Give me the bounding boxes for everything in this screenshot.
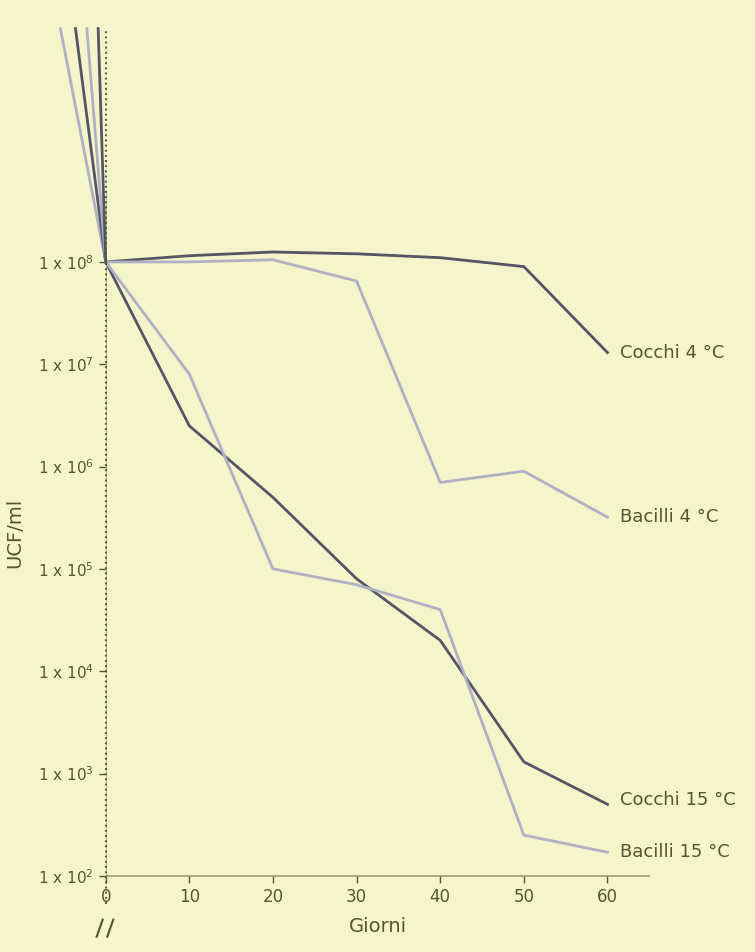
X-axis label: Giorni: Giorni	[349, 917, 406, 936]
Text: Cocchi 15 °C: Cocchi 15 °C	[620, 791, 736, 809]
Y-axis label: UCF/ml: UCF/ml	[5, 498, 24, 568]
Text: Bacilli 15 °C: Bacilli 15 °C	[620, 843, 730, 862]
Text: Cocchi 4 °C: Cocchi 4 °C	[620, 344, 724, 362]
Text: Bacilli 4 °C: Bacilli 4 °C	[620, 508, 719, 526]
